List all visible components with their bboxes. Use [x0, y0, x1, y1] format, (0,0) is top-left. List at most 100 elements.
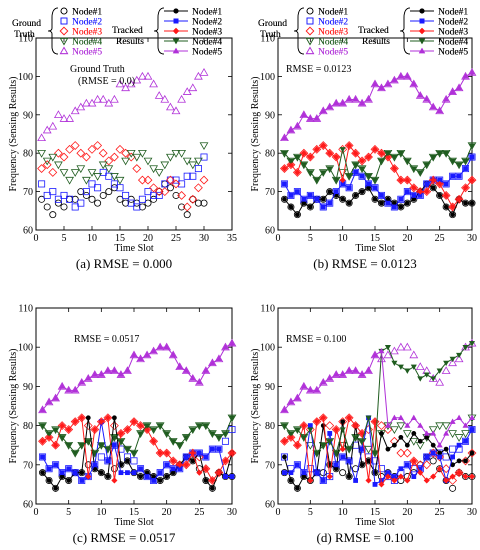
ground-truth-point — [292, 440, 302, 450]
ground-truth-point — [175, 362, 185, 370]
tracked-point — [300, 150, 307, 157]
ground-truth-point — [48, 167, 58, 177]
ground-truth-point — [280, 180, 288, 188]
ground-truth-point — [142, 350, 152, 359]
tracked-point — [112, 415, 117, 421]
legend-tracked-marker — [418, 27, 426, 35]
tracked-point — [313, 450, 320, 457]
ground-truth-point — [454, 468, 464, 478]
tracked-point — [397, 473, 404, 480]
ground-truth-point — [137, 150, 147, 158]
tracked-point — [294, 395, 301, 401]
ground-truth-point — [150, 191, 158, 199]
ground-truth-point — [199, 68, 209, 76]
ground-truth-point — [287, 476, 295, 484]
tracked-point — [449, 158, 456, 165]
ground-truth-point — [96, 442, 106, 450]
ground-truth-point — [109, 152, 119, 162]
tracked-point — [91, 426, 98, 433]
ground-truth-point — [227, 414, 237, 423]
tracked-point — [196, 469, 203, 476]
tracked-point — [378, 84, 385, 91]
ground-truth-point — [155, 448, 165, 458]
ground-truth-point — [454, 434, 464, 442]
ground-truth-point — [402, 342, 412, 351]
tracked-point — [52, 427, 59, 433]
ground-truth-point — [88, 180, 96, 188]
ground-truth-point — [409, 79, 419, 88]
legend-ground-truth-label: Truth — [260, 30, 281, 40]
tracked-point — [130, 418, 138, 425]
tracked-point — [456, 352, 463, 359]
ground-truth-point — [339, 453, 347, 461]
tracked-point — [436, 442, 443, 448]
tracked-point — [333, 466, 339, 472]
tracked-point — [404, 177, 411, 184]
ground-truth-series-node4 — [38, 414, 237, 458]
ground-truth-point — [389, 426, 399, 435]
ground-truth-point — [351, 161, 361, 170]
tracked-point — [404, 200, 410, 206]
tracked-point — [85, 375, 92, 381]
tracked-point — [85, 439, 92, 445]
x-tick-label: 0 — [276, 233, 281, 244]
tracked-point — [287, 158, 294, 165]
ground-truth-point — [87, 144, 97, 154]
tracked-point — [430, 430, 437, 436]
ground-truth-point — [221, 456, 230, 466]
ground-truth-point — [143, 157, 153, 166]
ground-truth-point — [402, 157, 412, 166]
ground-truth-point — [344, 141, 354, 150]
tracked-point — [301, 196, 307, 202]
ground-truth-point — [121, 83, 131, 92]
tracked-point — [346, 367, 353, 373]
ground-truth-point — [339, 469, 347, 477]
tracked-point — [365, 367, 372, 373]
tracked-point — [170, 439, 177, 445]
ground-truth-point — [70, 106, 80, 115]
tracked-point — [436, 107, 443, 114]
y-tick-label: 80 — [23, 421, 33, 432]
tracked-point — [333, 426, 340, 433]
tracked-point — [462, 345, 469, 351]
tracked-point — [456, 196, 463, 203]
tracked-point — [411, 474, 417, 479]
ground-truth-point — [448, 157, 458, 166]
tracked-point — [138, 474, 143, 479]
tracked-point — [98, 418, 105, 425]
tracked-point — [104, 446, 111, 453]
x-tick-label: 20 — [162, 507, 172, 518]
tracked-point — [443, 204, 449, 210]
ground-truth-point — [160, 187, 170, 197]
tracked-point — [59, 435, 66, 441]
ground-truth-point — [280, 133, 289, 142]
ground-truth-point — [155, 191, 163, 199]
tracked-point — [151, 478, 156, 483]
tracked-point — [78, 414, 85, 421]
tracked-point — [391, 77, 398, 83]
ground-truth-series-node2 — [280, 426, 476, 484]
tracked-point — [456, 84, 463, 91]
tracked-point — [449, 473, 456, 480]
ground-truth-point — [326, 199, 334, 207]
ground-truth-point — [428, 448, 438, 458]
tracked-point — [372, 185, 378, 191]
ground-truth-point — [402, 448, 412, 458]
tracked-point — [287, 127, 294, 133]
ground-truth-point — [37, 150, 47, 158]
tracked-point — [65, 443, 72, 449]
ground-truth-point — [160, 161, 170, 170]
ground-truth-point — [178, 203, 186, 211]
ground-truth-point — [60, 203, 68, 211]
ground-truth-point — [221, 342, 230, 351]
ground-truth-point — [467, 175, 477, 185]
ground-truth-point — [280, 405, 289, 414]
ground-truth-point — [344, 413, 354, 423]
legend-ground-truth-label: Truth — [14, 30, 35, 40]
tracked-point — [39, 406, 46, 413]
tracked-point — [359, 100, 366, 106]
tracked-point — [307, 387, 314, 393]
tracked-point — [124, 426, 131, 433]
tracked-point — [209, 485, 215, 491]
legend-tracked-label: Results — [362, 37, 390, 47]
